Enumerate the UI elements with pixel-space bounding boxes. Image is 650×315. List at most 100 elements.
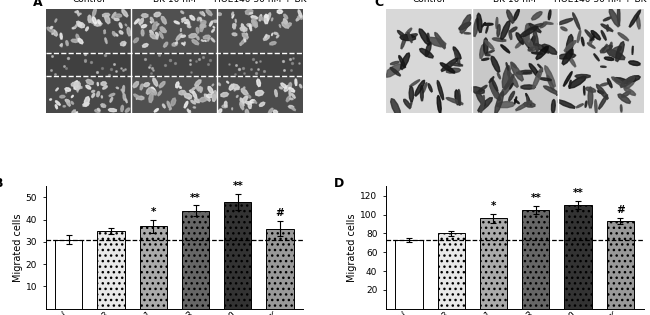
- Text: **: **: [573, 188, 584, 198]
- Point: [116, 66, 126, 71]
- Polygon shape: [397, 31, 408, 40]
- Polygon shape: [76, 86, 82, 89]
- Polygon shape: [212, 84, 214, 86]
- Polygon shape: [86, 27, 88, 31]
- Polygon shape: [247, 95, 251, 98]
- Polygon shape: [79, 13, 81, 15]
- Polygon shape: [119, 31, 123, 34]
- Polygon shape: [236, 87, 239, 89]
- Polygon shape: [109, 109, 116, 112]
- Text: A: A: [33, 0, 43, 9]
- Polygon shape: [246, 33, 248, 35]
- Polygon shape: [511, 62, 517, 68]
- Polygon shape: [174, 21, 179, 24]
- Polygon shape: [473, 18, 478, 37]
- Polygon shape: [181, 35, 186, 37]
- Polygon shape: [231, 12, 233, 15]
- Polygon shape: [569, 80, 571, 88]
- Polygon shape: [618, 5, 620, 25]
- Polygon shape: [121, 89, 124, 92]
- Polygon shape: [103, 13, 110, 17]
- Polygon shape: [141, 25, 147, 28]
- Polygon shape: [94, 22, 102, 26]
- Polygon shape: [497, 73, 500, 79]
- Polygon shape: [259, 17, 264, 20]
- Polygon shape: [134, 94, 140, 99]
- Polygon shape: [200, 25, 206, 27]
- Polygon shape: [98, 108, 100, 111]
- Polygon shape: [606, 25, 608, 31]
- Polygon shape: [72, 82, 77, 86]
- Polygon shape: [597, 84, 608, 99]
- Polygon shape: [504, 74, 514, 90]
- Point: [111, 69, 121, 74]
- Polygon shape: [296, 18, 300, 21]
- Polygon shape: [564, 72, 572, 86]
- Polygon shape: [246, 9, 253, 15]
- Polygon shape: [171, 98, 176, 106]
- Polygon shape: [298, 10, 302, 17]
- Polygon shape: [213, 90, 216, 100]
- Polygon shape: [508, 71, 518, 87]
- Polygon shape: [150, 21, 152, 23]
- Point: [287, 55, 298, 60]
- Polygon shape: [241, 96, 247, 104]
- Polygon shape: [428, 37, 446, 47]
- Polygon shape: [283, 19, 288, 25]
- Polygon shape: [144, 83, 150, 87]
- Polygon shape: [47, 27, 53, 32]
- Polygon shape: [561, 27, 567, 31]
- Polygon shape: [136, 98, 138, 99]
- Polygon shape: [141, 22, 143, 23]
- Polygon shape: [526, 93, 531, 106]
- Polygon shape: [607, 78, 612, 88]
- Point: [252, 66, 263, 71]
- Point: [47, 53, 57, 58]
- Polygon shape: [194, 98, 200, 103]
- Text: **: **: [190, 192, 201, 203]
- Polygon shape: [265, 15, 268, 17]
- Polygon shape: [401, 36, 406, 49]
- Polygon shape: [249, 24, 252, 31]
- Polygon shape: [391, 99, 400, 117]
- Polygon shape: [636, 15, 640, 29]
- Polygon shape: [105, 38, 107, 43]
- Polygon shape: [221, 93, 228, 97]
- Polygon shape: [455, 90, 460, 105]
- Point: [145, 63, 155, 68]
- Polygon shape: [244, 38, 246, 42]
- Polygon shape: [101, 105, 103, 107]
- Point: [205, 57, 215, 62]
- Polygon shape: [489, 77, 494, 83]
- Polygon shape: [399, 55, 406, 68]
- Polygon shape: [159, 32, 163, 38]
- Polygon shape: [66, 91, 67, 93]
- Polygon shape: [198, 87, 201, 89]
- Polygon shape: [213, 20, 216, 22]
- Polygon shape: [629, 10, 640, 27]
- Polygon shape: [284, 86, 289, 92]
- Polygon shape: [222, 105, 227, 108]
- Polygon shape: [291, 94, 295, 98]
- Polygon shape: [207, 94, 213, 98]
- Polygon shape: [259, 102, 265, 106]
- Polygon shape: [251, 16, 257, 19]
- Point: [144, 65, 154, 70]
- Polygon shape: [268, 108, 273, 114]
- Polygon shape: [586, 87, 595, 92]
- Polygon shape: [188, 97, 190, 100]
- Polygon shape: [240, 27, 247, 32]
- Polygon shape: [196, 27, 199, 33]
- Text: #: #: [276, 208, 285, 218]
- Polygon shape: [160, 27, 166, 33]
- Polygon shape: [415, 80, 424, 96]
- Polygon shape: [116, 87, 118, 89]
- Polygon shape: [482, 22, 486, 27]
- Point: [230, 62, 240, 67]
- Polygon shape: [75, 24, 78, 28]
- Polygon shape: [185, 22, 188, 24]
- Polygon shape: [510, 27, 517, 32]
- Polygon shape: [281, 83, 287, 89]
- Polygon shape: [610, 42, 612, 50]
- Polygon shape: [197, 37, 199, 40]
